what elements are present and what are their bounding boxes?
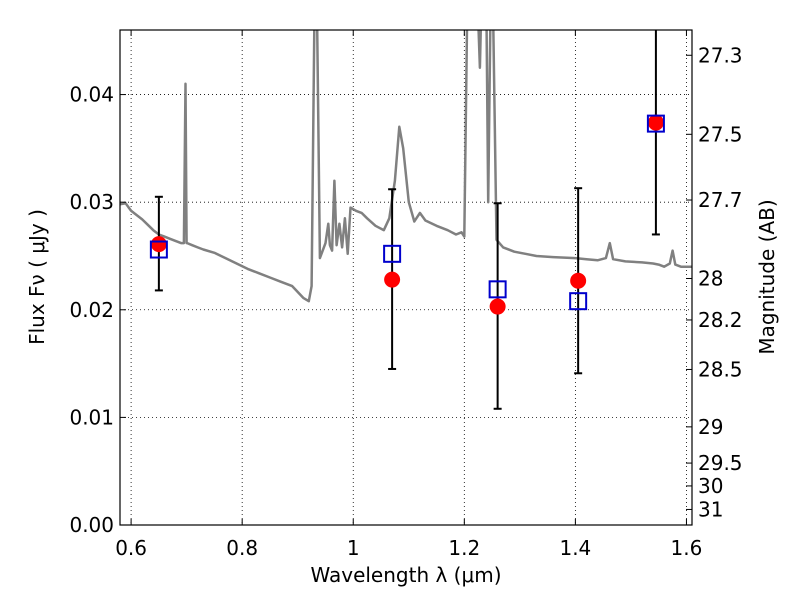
right-tick-label: 30 [698, 474, 723, 498]
model-spectrum-group [120, 30, 692, 303]
y-tick-label: 0.00 [69, 513, 114, 537]
right-tick-label: 28.2 [698, 308, 743, 332]
observed-point [384, 271, 401, 288]
x-tick-label: 1.6 [671, 536, 703, 560]
y-tick-label: 0.02 [69, 298, 114, 322]
right-tick-label: 27.3 [698, 43, 743, 67]
right-tick-label: 31 [698, 497, 723, 521]
y-axis-label: Flux Fν ( μJy ) [25, 209, 49, 345]
x-axis-ticks: 0.6 0.8 1 1.2 1.4 1.6 [115, 30, 702, 560]
right-tick-label: 28.5 [698, 357, 743, 381]
right-tick-label: 29 [698, 415, 723, 439]
y-axis-ticks: 0.00 0.01 0.02 0.03 0.04 [69, 83, 126, 537]
x-tick-label: 0.8 [226, 536, 258, 560]
model-photometry-square [569, 292, 588, 311]
x-tick-label: 1.2 [448, 536, 480, 560]
model-spectrum-line [120, 30, 692, 303]
observed-points-group [150, 114, 664, 315]
y-tick-label: 0.04 [69, 83, 114, 107]
x-tick-label: 0.6 [115, 536, 147, 560]
y-tick-label: 0.01 [69, 405, 114, 429]
model-photometry-square [646, 114, 665, 133]
y-tick-label: 0.03 [69, 190, 114, 214]
right-tick-label: 28 [698, 266, 723, 290]
plot-area [120, 30, 692, 525]
model-photometry-group [149, 114, 665, 311]
plot-frame [119, 29, 693, 526]
right-axis-label: Magnitude (AB) [755, 199, 779, 354]
model-photometry-square [149, 240, 168, 259]
right-tick-label: 27.5 [698, 122, 743, 146]
x-tick-label: 1.4 [559, 536, 591, 560]
observed-point [647, 114, 664, 131]
right-tick-label: 27.7 [698, 188, 743, 212]
x-axis-label: Wavelength λ (μm) [310, 563, 501, 587]
observed-point [150, 236, 167, 253]
model-photometry-square [383, 244, 402, 263]
x-tick-label: 1 [347, 536, 360, 560]
right-tick-label: 29.5 [698, 451, 743, 475]
observed-point [489, 298, 506, 315]
model-photometry-square [488, 280, 507, 299]
observed-point [570, 272, 587, 289]
